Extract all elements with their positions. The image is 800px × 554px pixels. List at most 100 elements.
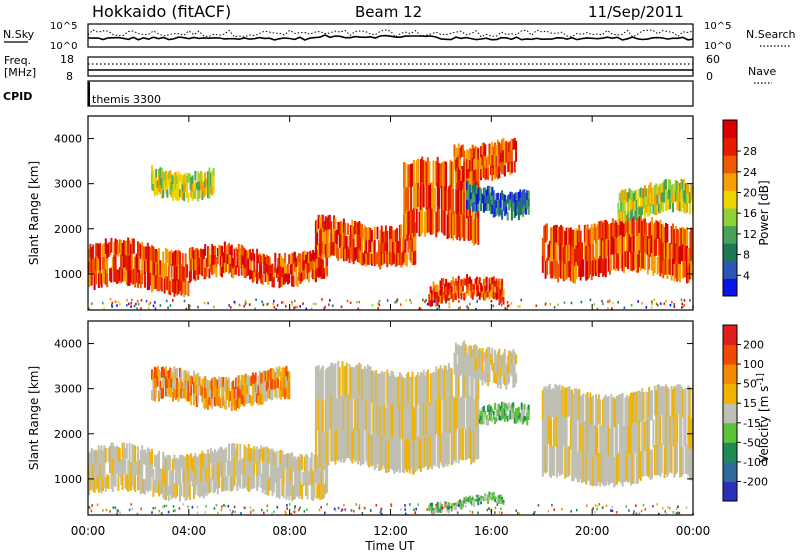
heatmap-cell (637, 254, 639, 273)
heatmap-cell (489, 497, 492, 499)
heatmap-cell (153, 366, 156, 379)
heatmap-cell (201, 379, 204, 387)
heatmap-cell (295, 471, 298, 484)
heatmap-cell (652, 187, 655, 196)
heatmap-cell (644, 207, 646, 219)
heatmap-cell (207, 478, 209, 493)
heatmap-cell (295, 459, 298, 472)
heatmap-cell (324, 230, 327, 244)
heatmap-cell (408, 237, 411, 249)
heatmap-cell (320, 432, 323, 466)
heatmap-cell (513, 411, 516, 418)
heatmap-cell (314, 246, 317, 259)
heatmap-cell (565, 262, 568, 280)
heatmap-cell (516, 199, 519, 208)
heatmap-cell (505, 140, 508, 152)
heatmap-cell (249, 506, 252, 509)
heatmap-cell (377, 239, 380, 254)
heatmap-cell (572, 422, 575, 452)
heatmap-cell (673, 305, 676, 309)
heatmap-cell (502, 297, 505, 305)
heatmap-cell (656, 444, 659, 475)
heatmap-cell (366, 228, 369, 241)
heatmap-cell (491, 186, 494, 196)
heatmap-cell (268, 379, 271, 390)
heatmap-cell (481, 360, 484, 373)
power-heatmap (88, 137, 694, 311)
heatmap-cell (163, 378, 166, 388)
heatmap-cell (365, 253, 368, 267)
heatmap-cell (321, 432, 324, 467)
heatmap-cell (560, 260, 562, 279)
heatmap-cell (588, 261, 590, 278)
heatmap-cell (502, 289, 505, 298)
heatmap-cell (450, 432, 453, 466)
heatmap-cell (652, 504, 654, 508)
heatmap-cell (151, 165, 153, 174)
heatmap-cell (470, 291, 473, 298)
heatmap-cell (176, 265, 179, 281)
heatmap-cell (658, 203, 660, 213)
heatmap-cell (435, 284, 438, 292)
heatmap-cell (188, 375, 191, 385)
heatmap-cell (172, 509, 175, 513)
heatmap-cell (324, 254, 327, 265)
heatmap-cell (669, 199, 672, 210)
heatmap-cell (370, 434, 373, 467)
heatmap-cell (144, 449, 146, 465)
heatmap-cell (405, 373, 408, 407)
heatmap-cell (681, 198, 684, 209)
heatmap-cell (442, 185, 445, 210)
heatmap-cell (207, 463, 209, 479)
heatmap-cell (659, 183, 662, 194)
heatmap-cell (576, 390, 579, 421)
heatmap-cell (672, 240, 674, 259)
heatmap-cell (475, 169, 478, 181)
heatmap-cell (183, 299, 186, 303)
heatmap-cell (505, 363, 508, 377)
heatmap-cell (159, 304, 162, 307)
heatmap-cell (517, 201, 520, 211)
heatmap-cell (569, 245, 572, 263)
heatmap-cell (277, 369, 280, 379)
colorbar-tick-label: -200 (743, 475, 768, 488)
heatmap-cell (380, 238, 383, 252)
heatmap-cell (361, 401, 364, 433)
heatmap-cell (467, 168, 470, 179)
heatmap-cell (453, 287, 456, 294)
heatmap-cell (193, 269, 195, 280)
heatmap-cell (488, 415, 491, 421)
heatmap-cell (191, 457, 194, 473)
heatmap-cell (232, 443, 235, 459)
heatmap-cell (558, 445, 561, 476)
heatmap-cell (562, 264, 565, 282)
heatmap-cell (414, 440, 417, 473)
heatmap-cell (607, 240, 610, 256)
heatmap-cell (216, 479, 219, 495)
heatmap-cell (237, 375, 240, 387)
heatmap-cell (130, 257, 132, 270)
heatmap-cell (176, 471, 179, 484)
heatmap-cell (627, 202, 630, 212)
heatmap-cell (201, 386, 204, 395)
heatmap-cell (319, 266, 322, 277)
heatmap-cell (258, 270, 261, 279)
heatmap-cell (509, 414, 512, 420)
heatmap-cell (204, 267, 207, 280)
heatmap-cell (244, 383, 247, 394)
heatmap-cell (467, 283, 470, 290)
heatmap-cell (561, 415, 564, 445)
heatmap-cell (557, 226, 560, 246)
heatmap-cell (688, 203, 691, 215)
heatmap-cell (303, 260, 306, 270)
heatmap-cell (281, 450, 284, 466)
heatmap-cell (553, 259, 555, 276)
heatmap-cell (461, 427, 464, 461)
heatmap-cell (113, 472, 116, 486)
heatmap-cell (324, 264, 327, 274)
heatmap-cell (491, 204, 494, 214)
heatmap-cell (246, 476, 249, 491)
heatmap-cell (607, 396, 610, 426)
heatmap-cell (546, 223, 548, 241)
heatmap-cell (163, 278, 166, 294)
